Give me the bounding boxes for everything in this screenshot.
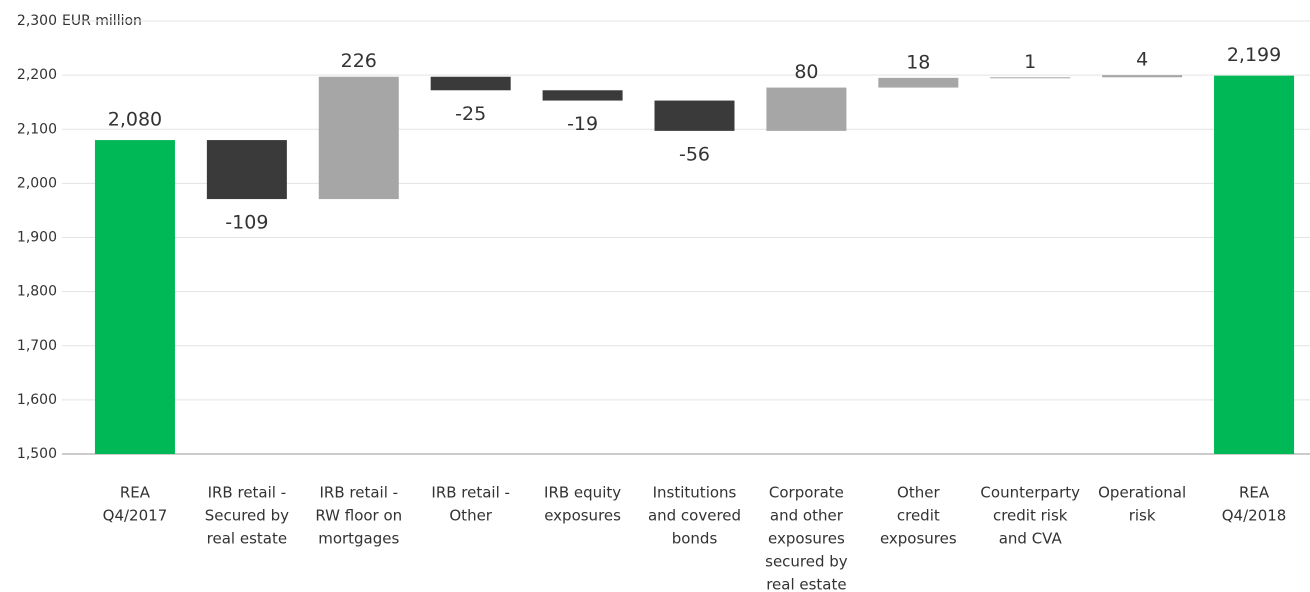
- x-tick-label: real estate: [207, 530, 287, 548]
- y-tick-label: 1,600: [17, 392, 57, 408]
- y-tick-label: 1,900: [17, 230, 57, 246]
- bar: [430, 76, 511, 91]
- y-tick-label: 1,800: [17, 284, 57, 300]
- x-tick-label: real estate: [766, 576, 846, 592]
- x-tick-label: and covered: [648, 507, 741, 525]
- x-tick-label: Secured by: [205, 507, 289, 525]
- x-tick-label: secured by: [765, 553, 848, 571]
- value-label: 80: [794, 61, 818, 83]
- x-tick-label: RW floor on: [315, 507, 402, 525]
- x-tick-label: and other: [770, 507, 844, 525]
- x-tick-label: Counterparty: [980, 484, 1080, 502]
- x-tick-label: exposures: [768, 530, 845, 548]
- bar: [318, 76, 399, 200]
- x-tick-label: exposures: [880, 530, 957, 548]
- y-tick-label: 1,500: [17, 446, 57, 462]
- x-tick-label: REA: [1239, 484, 1270, 502]
- y-tick-label: 2,300: [17, 13, 57, 29]
- x-tick-label: exposures: [544, 507, 621, 525]
- x-tick-label: risk: [1129, 507, 1156, 525]
- value-label: 18: [906, 51, 930, 73]
- value-label: 1: [1024, 51, 1036, 73]
- x-tick-label: Corporate: [769, 484, 844, 502]
- x-tick-label: Institutions: [653, 484, 737, 502]
- x-tick-label: Operational: [1098, 484, 1186, 502]
- bar: [878, 77, 959, 88]
- x-tick-label: mortgages: [318, 530, 399, 548]
- bar: [94, 140, 175, 454]
- x-tick-label: IRB retail -: [208, 484, 287, 502]
- x-tick-label: IRB retail -: [319, 484, 398, 502]
- y-tick-label: 1,700: [17, 338, 57, 354]
- value-label: 2,199: [1227, 44, 1281, 66]
- x-tick-label: credit risk: [993, 507, 1068, 525]
- y-tick-label: 2,000: [17, 175, 57, 191]
- x-tick-label: REA: [120, 484, 151, 502]
- value-label: -109: [225, 212, 268, 234]
- x-tick-label: and CVA: [999, 530, 1063, 548]
- x-tick-label: Q4/2017: [103, 507, 168, 525]
- bar: [766, 87, 847, 131]
- bar: [1102, 75, 1183, 78]
- value-label: 226: [341, 50, 377, 72]
- x-tick-label: IRB equity: [544, 484, 621, 502]
- value-label: 4: [1136, 49, 1148, 71]
- bar: [990, 77, 1071, 79]
- x-tick-label: Other: [449, 507, 492, 525]
- x-tick-label: bonds: [672, 530, 718, 548]
- x-tick-label: Q4/2018: [1222, 507, 1287, 525]
- bar: [206, 140, 287, 200]
- y-tick-label: 2,200: [17, 67, 57, 83]
- value-label: -19: [567, 113, 598, 135]
- value-label: -25: [455, 103, 486, 125]
- x-tick-label: Other: [897, 484, 940, 502]
- value-label: 2,080: [108, 109, 162, 131]
- x-tick-label: IRB retail -: [431, 484, 510, 502]
- bar: [542, 90, 623, 101]
- bar: [654, 100, 735, 131]
- x-tick-label: credit: [897, 507, 940, 525]
- bar: [1214, 75, 1295, 454]
- value-label: -56: [679, 143, 710, 165]
- y-tick-label: 2,100: [17, 121, 57, 137]
